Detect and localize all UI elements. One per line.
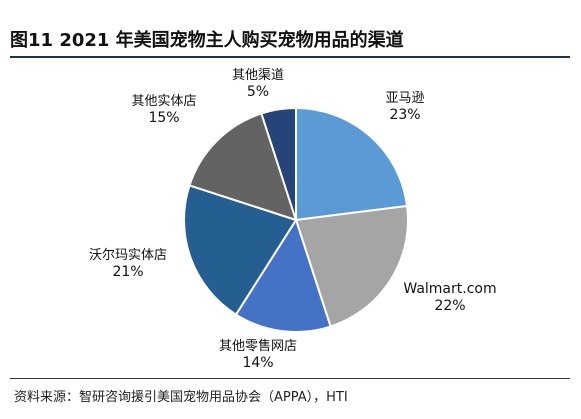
pie-slice: [234, 217, 332, 333]
chart-title: 图11 2021 年美国宠物主人购买宠物用品的渠道: [10, 30, 404, 51]
slice-value-label: 22%: [434, 298, 465, 314]
slice-name-label: 其他渠道: [232, 68, 284, 83]
slice-value-label: 14%: [242, 355, 273, 371]
slice-name-label: 其他实体店: [131, 94, 196, 109]
slice-name-label: 沃尔玛实体店: [89, 248, 167, 263]
slice-value-label: 21%: [112, 264, 143, 280]
slice-name-label: 亚马逊: [385, 91, 424, 106]
slice-value-label: 23%: [389, 107, 420, 123]
pie-slice: [260, 106, 297, 221]
title-bar: 图11 2021 年美国宠物主人购买宠物用品的渠道: [10, 26, 570, 52]
pie-slice: [294, 204, 409, 328]
slice-name-label: 其他零售网店: [219, 338, 297, 354]
pie-slice: [183, 184, 298, 316]
title-divider: [10, 56, 570, 58]
source-note: 资料来源：智研咨询援引美国宠物用品协会（APPA），HTI: [14, 390, 348, 405]
pie-slice: [295, 106, 409, 222]
pie-slices: [183, 106, 409, 333]
source-divider: [10, 378, 570, 379]
slice-value-label: 5%: [247, 84, 269, 100]
slice-value-label: 15%: [148, 110, 179, 126]
slice-name-label: Walmart.com: [403, 281, 496, 297]
